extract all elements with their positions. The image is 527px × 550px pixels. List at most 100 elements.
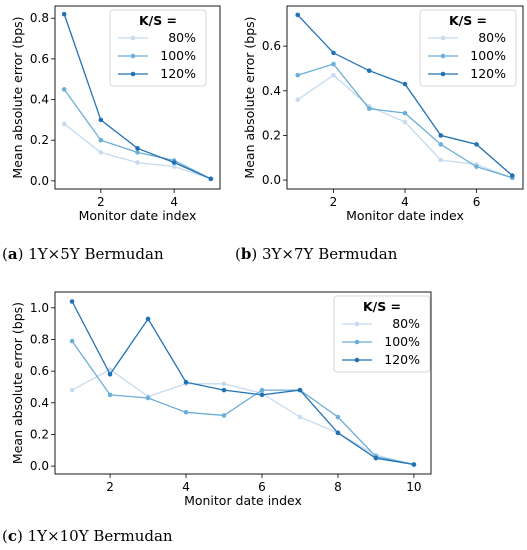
y-tick-label: 0.4 (262, 84, 281, 98)
data-point (335, 430, 341, 436)
data-point (221, 413, 227, 418)
legend: K/S = 80% 100% 120% (109, 9, 207, 87)
legend-box (109, 9, 207, 87)
legend-marker (440, 53, 446, 59)
data-point (438, 157, 444, 163)
legend-box (333, 295, 431, 373)
legend-marker (130, 35, 136, 41)
caption-c: (c) 1Y×10Y Bermudan (2, 527, 173, 545)
series-80% (69, 367, 417, 467)
data-point (402, 110, 408, 116)
chart-b: 2 4 6 0.0 0.2 0.4 0.6 Monitor date index Mean ab… (242, 5, 524, 223)
legend-entry: 100% (160, 48, 196, 63)
legend-title: K/S = (139, 13, 177, 28)
legend-entry: 100% (384, 334, 420, 349)
data-point (135, 146, 140, 151)
data-point (61, 121, 67, 127)
data-point (61, 87, 67, 92)
data-point (331, 61, 336, 67)
data-point (438, 133, 444, 138)
legend-box (419, 9, 517, 87)
x-tick-label: 4 (170, 195, 178, 209)
y-tick-label: 0.0 (30, 459, 49, 473)
data-point (69, 338, 75, 344)
y-tick-label: 0.6 (262, 39, 281, 53)
data-point (145, 316, 151, 322)
data-point (98, 137, 104, 143)
data-point (474, 142, 479, 147)
data-point (183, 409, 189, 415)
y-tick-label: 0.6 (30, 52, 49, 66)
x-tick-label: 2 (330, 195, 338, 209)
x-tick-label: 4 (401, 195, 409, 209)
series-100% (61, 87, 214, 182)
data-point (221, 387, 227, 393)
legend-entry: 120% (160, 66, 196, 81)
data-point (145, 395, 151, 401)
x-tick-label: 2 (97, 195, 105, 209)
data-point (509, 173, 515, 178)
data-point (171, 164, 177, 169)
data-point (171, 160, 177, 165)
legend-title: K/S = (363, 299, 401, 314)
plot-frame (54, 5, 221, 190)
data-point (98, 117, 104, 123)
data-point (297, 387, 303, 393)
data-point (69, 299, 75, 304)
data-point (402, 81, 408, 87)
y-tick-label: 0.4 (30, 93, 49, 107)
y-tick-label: 0.2 (262, 128, 281, 142)
data-point (107, 392, 113, 398)
data-point (335, 414, 341, 420)
series-120% (69, 299, 417, 467)
x-axis-label: Monitor date index (184, 493, 302, 508)
legend-marker (354, 321, 360, 327)
legend-title: K/S = (449, 13, 487, 28)
legend-marker (440, 35, 446, 41)
y-tick-label: 0.6 (30, 364, 49, 378)
legend-entry: 80% (478, 30, 506, 45)
legend-marker (354, 357, 360, 363)
chart-c: 2 4 6 8 10 0.0 0.2 0.4 0.6 0.8 1.0 Monitor date ind… (10, 291, 432, 508)
legend: K/S = 80% 100% 120% (419, 9, 517, 87)
y-axis-label: Mean absolute error (bps) (10, 16, 25, 178)
legend-marker (354, 339, 360, 345)
y-axis-label: Mean absolute error (bps) (242, 16, 257, 178)
data-point (61, 11, 67, 17)
data-point (411, 462, 417, 467)
data-point (98, 150, 104, 155)
y-tick-label: 0.0 (30, 174, 49, 188)
legend-entry: 80% (168, 30, 196, 45)
x-tick-label: 8 (334, 480, 342, 494)
y-tick-label: 0.4 (30, 396, 49, 410)
data-point (331, 72, 336, 78)
data-point (208, 176, 214, 182)
y-tick-label: 0.2 (30, 427, 49, 441)
x-tick-label: 6 (258, 480, 266, 494)
x-axis-label: Monitor date index (346, 208, 464, 223)
plot-frame (54, 291, 432, 475)
data-point (295, 72, 301, 78)
legend-entry: 120% (384, 352, 420, 367)
series-120% (61, 11, 214, 182)
x-tick-label: 4 (182, 480, 190, 494)
caption-b: (b) 3Y×7Y Bermudan (235, 245, 398, 263)
y-axis-label: Mean absolute error (bps) (10, 302, 25, 464)
series-120% (295, 12, 515, 178)
legend: K/S = 80% 100% 120% (333, 295, 431, 373)
data-point (331, 50, 336, 56)
legend-entry: 120% (470, 66, 506, 81)
caption-a: (a) 1Y×5Y Bermudan (2, 245, 164, 263)
y-tick-label: 0.8 (30, 11, 49, 25)
series-line (71, 368, 415, 466)
data-point (135, 160, 140, 165)
chart-a: 2 4 0.0 0.2 0.4 0.6 0.8 Monitor date index Mean … (10, 5, 221, 223)
legend-marker (130, 71, 136, 77)
data-point (366, 68, 372, 74)
y-tick-label: 0.8 (30, 332, 49, 346)
series-line (63, 89, 212, 180)
data-point (366, 106, 372, 111)
x-axis-label: Monitor date index (79, 208, 197, 223)
series-line (71, 340, 415, 466)
